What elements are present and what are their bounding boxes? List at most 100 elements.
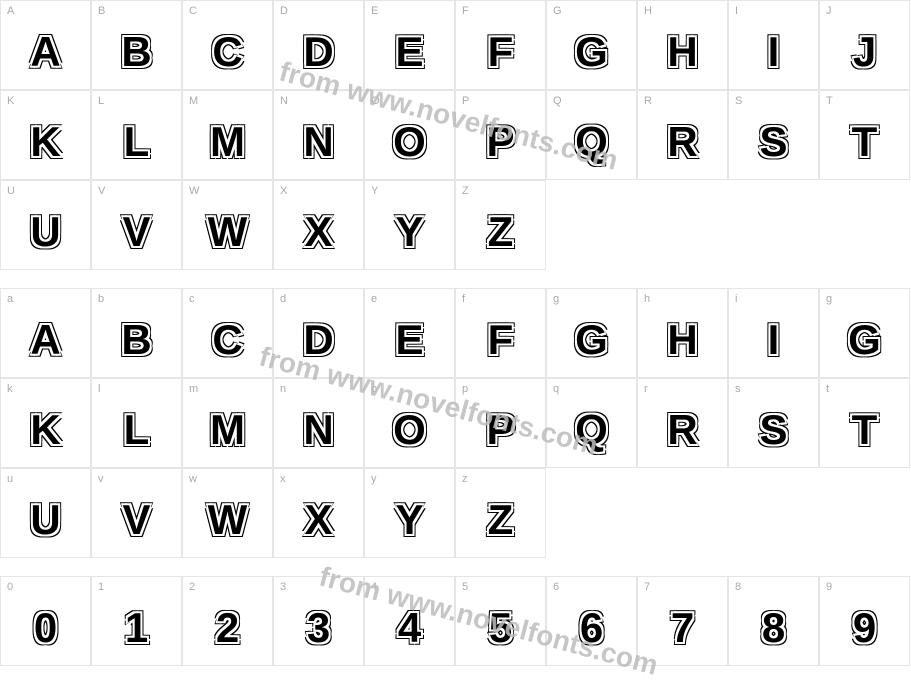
- cell-label: h: [644, 293, 650, 305]
- glyph-cell-q: qQ: [546, 378, 637, 468]
- glyph: L: [124, 118, 150, 166]
- glyph: U: [30, 208, 60, 256]
- glyph-cell-r: rR: [637, 378, 728, 468]
- glyph-cell-p: pP: [455, 378, 546, 468]
- empty-cell: [728, 180, 819, 270]
- glyph: Q: [575, 118, 608, 166]
- glyph-cell-u: uU: [0, 468, 91, 558]
- glyph-cell-G: GG: [546, 0, 637, 90]
- cell-label: B: [98, 5, 105, 17]
- cell-label: o: [371, 383, 377, 395]
- cell-label: u: [7, 473, 13, 485]
- glyph: X: [304, 208, 332, 256]
- empty-cell: [546, 180, 637, 270]
- empty-cell: [637, 468, 728, 558]
- cell-label: G: [553, 5, 562, 17]
- glyph: S: [759, 406, 787, 454]
- glyph-cell-m: mM: [182, 378, 273, 468]
- empty-cell: [819, 180, 910, 270]
- cell-label: k: [7, 383, 13, 395]
- glyph-cell-8: 88: [728, 576, 819, 666]
- cell-label: 6: [553, 581, 559, 593]
- glyph: B: [121, 316, 151, 364]
- glyph-cell-C: CC: [182, 0, 273, 90]
- cell-label: X: [280, 185, 287, 197]
- glyph-cell-J: JJ: [819, 0, 910, 90]
- cell-label: z: [462, 473, 468, 485]
- glyph: I: [768, 316, 780, 364]
- glyph: H: [667, 28, 697, 76]
- glyph: O: [393, 118, 426, 166]
- cell-label: J: [826, 5, 832, 17]
- cell-label: g: [826, 293, 832, 305]
- cell-label: F: [462, 5, 469, 17]
- cell-label: C: [189, 5, 197, 17]
- glyph: D: [303, 28, 333, 76]
- glyph: H: [667, 316, 697, 364]
- glyph: W: [208, 496, 248, 544]
- glyph: 2: [216, 604, 239, 652]
- cell-label: Q: [553, 95, 562, 107]
- glyph-cell-5: 55: [455, 576, 546, 666]
- glyph: 8: [762, 604, 785, 652]
- glyph: 5: [489, 604, 512, 652]
- glyph-cell-0: 00: [0, 576, 91, 666]
- glyph-cell-O: OO: [364, 90, 455, 180]
- cell-label: 3: [280, 581, 286, 593]
- glyph-cell-X: XX: [273, 180, 364, 270]
- cell-label: r: [644, 383, 648, 395]
- cell-label: 2: [189, 581, 195, 593]
- glyph: B: [121, 28, 151, 76]
- glyph: N: [303, 406, 333, 454]
- glyph: P: [486, 406, 514, 454]
- glyph-cell-M: MM: [182, 90, 273, 180]
- cell-label: p: [462, 383, 468, 395]
- glyph: F: [488, 316, 514, 364]
- glyph: Y: [395, 208, 423, 256]
- cell-label: 7: [644, 581, 650, 593]
- cell-label: S: [735, 95, 742, 107]
- glyph: A: [30, 28, 60, 76]
- glyph: 0: [34, 604, 57, 652]
- cell-label: 1: [98, 581, 104, 593]
- section-uppercase: AABBCCDDEEFFGGHHIIJJKKLLMMNNOOPPQQRRSSTT…: [0, 0, 910, 270]
- empty-cell: [637, 180, 728, 270]
- glyph: 6: [580, 604, 603, 652]
- glyph-cell-L: LL: [91, 90, 182, 180]
- glyph-cell-z: zZ: [455, 468, 546, 558]
- glyph: E: [395, 316, 423, 364]
- glyph: V: [122, 208, 150, 256]
- glyph-cell-A: AA: [0, 0, 91, 90]
- glyph: V: [122, 496, 150, 544]
- cell-label: D: [280, 5, 288, 17]
- glyph: 4: [398, 604, 421, 652]
- cell-label: Z: [462, 185, 469, 197]
- cell-label: O: [371, 95, 380, 107]
- glyph: M: [210, 118, 245, 166]
- glyph: R: [667, 118, 697, 166]
- cell-label: 4: [371, 581, 377, 593]
- glyph-cell-9: 99: [819, 576, 910, 666]
- glyph-cell-4: 44: [364, 576, 455, 666]
- cell-label: I: [735, 5, 738, 17]
- glyph-cell-k: kK: [0, 378, 91, 468]
- glyph: I: [768, 28, 780, 76]
- glyph-cell-7: 77: [637, 576, 728, 666]
- cell-label: b: [98, 293, 104, 305]
- cell-label: l: [98, 383, 100, 395]
- empty-cell: [546, 468, 637, 558]
- cell-label: K: [7, 95, 14, 107]
- cell-label: e: [371, 293, 377, 305]
- glyph: R: [667, 406, 697, 454]
- glyph-cell-g: gG: [546, 288, 637, 378]
- glyph-cell-T: TT: [819, 90, 910, 180]
- glyph-cell-R: RR: [637, 90, 728, 180]
- glyph-cell-P: PP: [455, 90, 546, 180]
- glyph-cell-y: yY: [364, 468, 455, 558]
- glyph: C: [212, 28, 242, 76]
- glyph-cell-B: BB: [91, 0, 182, 90]
- glyph-cell-a: aA: [0, 288, 91, 378]
- section-digits: 00112233445566778899: [0, 576, 910, 666]
- glyph-cell-d: dD: [273, 288, 364, 378]
- glyph-cell-o: oO: [364, 378, 455, 468]
